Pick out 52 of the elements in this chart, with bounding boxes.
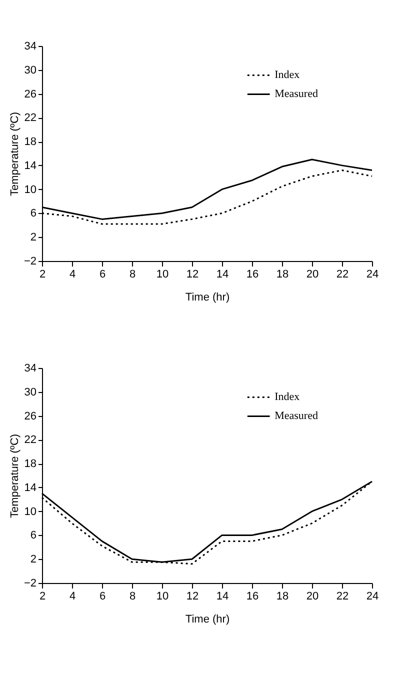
x-tick-label: 4 (69, 268, 76, 280)
x-tick-label: 22 (336, 590, 349, 602)
x-tick-label: 24 (366, 268, 379, 280)
y-tick-label: 22 (24, 434, 36, 446)
x-tick-label: 24 (366, 590, 379, 602)
y-tick-label: 26 (24, 410, 36, 422)
y-tick-label: 30 (24, 64, 36, 76)
y-tick-label: 10 (24, 506, 36, 518)
x-tick-label: 4 (69, 590, 76, 602)
y-tick-label: 18 (24, 136, 36, 148)
y-axis-title: Temperature (ºC) (8, 434, 21, 518)
x-tick-label: 10 (156, 590, 169, 602)
y-tick-label: 6 (30, 208, 36, 220)
y-tick-label: 6 (30, 530, 36, 542)
y-tick-label: 34 (24, 40, 36, 52)
y-tick-label: 14 (24, 160, 36, 172)
legend-label: Measured (274, 88, 318, 100)
x-tick-label: 12 (186, 268, 199, 280)
x-tick-label: 6 (99, 268, 106, 280)
x-tick-label: 8 (129, 590, 136, 602)
legend-label: Index (274, 391, 300, 404)
y-tick-label: 2 (30, 232, 36, 244)
y-tick-label: −2 (24, 256, 36, 268)
y-tick-label: 2 (30, 554, 36, 566)
x-tick-label: 2 (39, 268, 46, 280)
x-axis-title: Time (hr) (185, 614, 230, 626)
x-tick-label: 8 (129, 268, 136, 280)
x-tick-label: 16 (246, 590, 259, 602)
x-tick-label: 18 (276, 268, 289, 280)
y-tick-label: 18 (24, 458, 36, 470)
x-tick-label: 14 (216, 268, 229, 280)
x-tick-label: 22 (336, 268, 349, 280)
legend-label: Measured (274, 410, 318, 422)
y-tick-label: 14 (24, 482, 36, 494)
legend-label: Index (274, 69, 300, 82)
x-tick-label: 6 (99, 590, 106, 602)
y-tick-label: −2 (24, 578, 36, 590)
y-tick-label: 34 (24, 362, 36, 374)
y-tick-label: 26 (24, 88, 36, 100)
x-axis-title: Time (hr) (185, 292, 230, 304)
y-axis-title: Temperature (ºC) (8, 112, 21, 196)
x-tick-label: 14 (216, 590, 229, 602)
x-tick-label: 10 (156, 268, 169, 280)
x-tick-label: 2 (39, 590, 46, 602)
y-tick-label: 30 (24, 386, 36, 398)
y-tick-label: 22 (24, 112, 36, 124)
x-tick-label: 12 (186, 590, 199, 602)
x-tick-label: 18 (276, 590, 289, 602)
x-tick-label: 20 (306, 268, 319, 280)
y-tick-label: 10 (24, 184, 36, 196)
x-tick-label: 20 (306, 590, 319, 602)
x-tick-label: 16 (246, 268, 259, 280)
